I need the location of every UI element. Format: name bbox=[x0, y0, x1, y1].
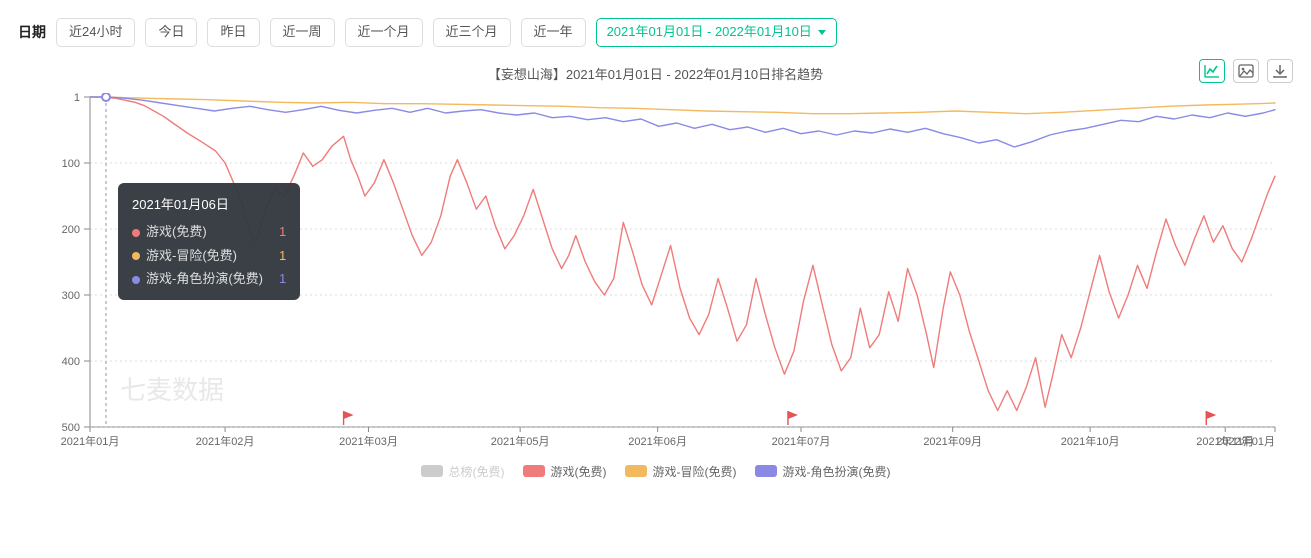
svg-text:500: 500 bbox=[62, 422, 80, 434]
chart-title: 【妄想山海】2021年01月01日 - 2022年01月10日排名趋势 bbox=[488, 64, 823, 83]
chart-container: 1 100 200 300 400 5002021年01月 2021年02月 2021年03月… bbox=[18, 93, 1293, 453]
image-export-icon[interactable] bbox=[1233, 59, 1259, 83]
svg-text:2021年03月: 2021年03月 bbox=[339, 434, 398, 448]
legend-item[interactable]: 游戏-角色扮演(免费) bbox=[755, 463, 891, 480]
svg-text:1: 1 bbox=[74, 93, 80, 104]
ranking-chart[interactable]: 1 100 200 300 400 5002021年01月 2021年02月 2021年03月… bbox=[18, 93, 1293, 453]
date-preset-button[interactable]: 近24小时 bbox=[56, 18, 135, 47]
date-preset-button[interactable]: 昨日 bbox=[207, 18, 259, 47]
chart-header: 【妄想山海】2021年01月01日 - 2022年01月10日排名趋势 bbox=[18, 59, 1293, 89]
svg-text:2022年01月: 2022年01月 bbox=[1216, 434, 1275, 448]
legend-label: 游戏-冒险(免费) bbox=[653, 463, 737, 480]
download-icon[interactable] bbox=[1267, 59, 1293, 83]
svg-text:300: 300 bbox=[62, 290, 80, 302]
svg-text:2021年10月: 2021年10月 bbox=[1061, 434, 1120, 448]
chart-tools bbox=[1199, 59, 1293, 83]
svg-text:2021年07月: 2021年07月 bbox=[772, 434, 831, 448]
date-preset-button[interactable]: 近一个月 bbox=[345, 18, 423, 47]
legend-item[interactable]: 总榜(免费) bbox=[421, 463, 505, 480]
svg-text:七麦数据: 七麦数据 bbox=[120, 375, 224, 405]
chevron-down-icon bbox=[818, 30, 826, 35]
svg-text:400: 400 bbox=[62, 356, 80, 368]
date-preset-button[interactable]: 今日 bbox=[145, 18, 197, 47]
date-preset-button[interactable]: 近三个月 bbox=[433, 18, 511, 47]
legend-label: 总榜(免费) bbox=[449, 463, 505, 480]
legend-item[interactable]: 游戏-冒险(免费) bbox=[625, 463, 737, 480]
date-preset-button[interactable]: 近一周 bbox=[270, 18, 335, 47]
legend-swatch bbox=[755, 465, 777, 477]
legend-item[interactable]: 游戏(免费) bbox=[523, 463, 607, 480]
legend-label: 游戏-角色扮演(免费) bbox=[783, 463, 891, 480]
line-chart-icon[interactable] bbox=[1199, 59, 1225, 83]
svg-text:2021年02月: 2021年02月 bbox=[196, 434, 255, 448]
svg-text:2021年09月: 2021年09月 bbox=[923, 434, 982, 448]
legend-label: 游戏(免费) bbox=[551, 463, 607, 480]
svg-text:100: 100 bbox=[62, 158, 80, 170]
svg-text:200: 200 bbox=[62, 224, 80, 236]
chart-legend: 总榜(免费) 游戏(免费) 游戏-冒险(免费) 游戏-角色扮演(免费) bbox=[18, 463, 1293, 480]
legend-swatch bbox=[523, 465, 545, 477]
legend-swatch bbox=[625, 465, 647, 477]
legend-swatch bbox=[421, 465, 443, 477]
date-filter-bar: 日期 近24小时今日昨日近一周近一个月近三个月近一年 2021年01月01日 -… bbox=[18, 18, 1293, 47]
date-range-value: 2021年01月01日 - 2022年01月10日 bbox=[607, 24, 812, 41]
svg-text:2021年01月: 2021年01月 bbox=[61, 434, 120, 448]
svg-text:2021年05月: 2021年05月 bbox=[491, 434, 550, 448]
date-range-picker[interactable]: 2021年01月01日 - 2022年01月10日 bbox=[596, 18, 837, 47]
date-preset-button[interactable]: 近一年 bbox=[521, 18, 586, 47]
svg-text:2021年06月: 2021年06月 bbox=[628, 434, 687, 448]
date-label: 日期 bbox=[18, 22, 46, 42]
